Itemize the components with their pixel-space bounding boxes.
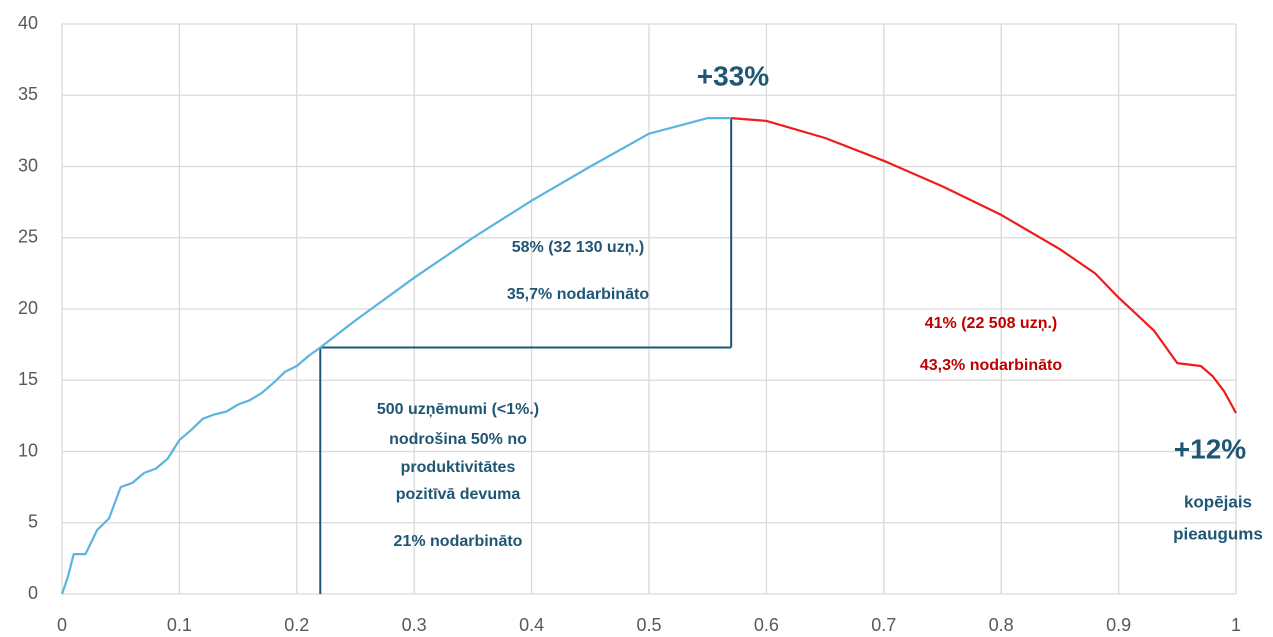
- y-tick-label: 25: [18, 227, 38, 247]
- annotation: kopējais: [1184, 492, 1252, 511]
- y-tick-label: 35: [18, 84, 38, 104]
- annotation: +12%: [1174, 433, 1246, 464]
- x-tick-label: 0.5: [636, 615, 661, 635]
- y-tick-label: 40: [18, 13, 38, 33]
- x-tick-label: 0.6: [754, 615, 779, 635]
- x-tick-label: 0.8: [989, 615, 1014, 635]
- y-tick-label: 30: [18, 155, 38, 175]
- x-tick-label: 0.7: [871, 615, 896, 635]
- x-tick-label: 0.9: [1106, 615, 1131, 635]
- x-tick-label: 0.2: [284, 615, 309, 635]
- y-tick-label: 15: [18, 369, 38, 389]
- y-tick-label: 20: [18, 298, 38, 318]
- y-tick-label: 5: [28, 512, 38, 532]
- x-tick-label: 0.1: [167, 615, 192, 635]
- x-tick-label: 0.3: [402, 615, 427, 635]
- annotation: pieaugums: [1173, 524, 1263, 543]
- annotation: 35,7% nodarbināto: [507, 286, 649, 303]
- annotation: nodrošina 50% no: [389, 431, 527, 448]
- y-tick-label: 10: [18, 440, 38, 460]
- annotation: 43,3% nodarbināto: [920, 357, 1062, 374]
- annotation: 41% (22 508 uzņ.): [925, 315, 1058, 332]
- annotation: 58% (32 130 uzņ.): [512, 239, 645, 256]
- annotation: 21% nodarbināto: [394, 533, 523, 550]
- annotation: +33%: [697, 60, 769, 91]
- annotation: produktivitātes: [401, 459, 516, 476]
- x-tick-label: 1: [1231, 615, 1241, 635]
- x-tick-label: 0.4: [519, 615, 544, 635]
- annotation: 500 uzņēmumi (<1%.): [377, 401, 539, 418]
- y-tick-label: 0: [28, 583, 38, 603]
- data-line: [731, 117, 1237, 414]
- annotation: pozitīvā devuma: [396, 486, 521, 503]
- x-tick-label: 0: [57, 615, 67, 635]
- data-line: [60, 117, 732, 595]
